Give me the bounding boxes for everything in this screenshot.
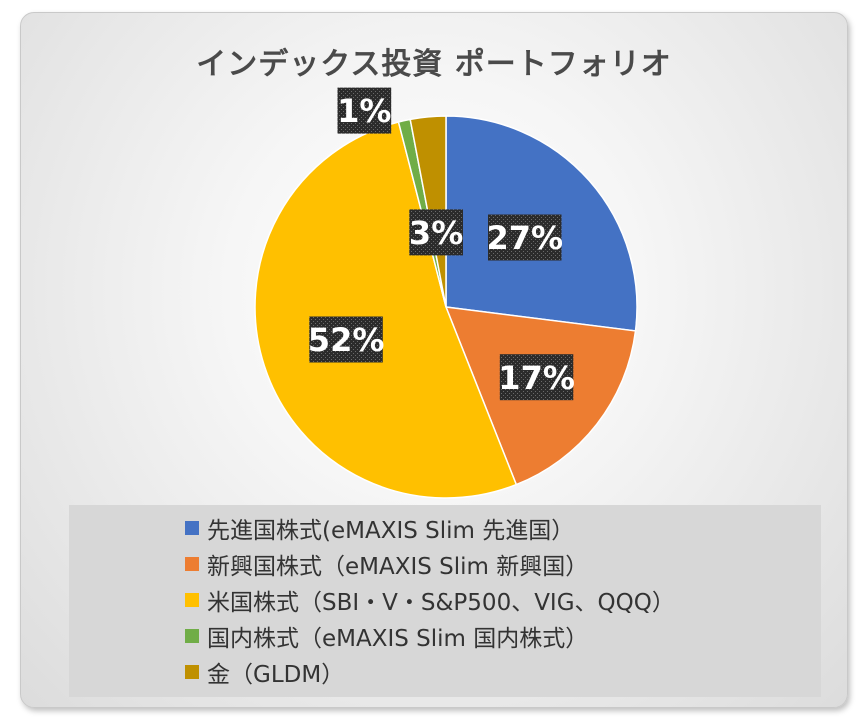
legend-item-us: 米国株式（SBI・V・S&P500、VIG、QQQ） xyxy=(185,585,675,616)
legend-swatch xyxy=(185,557,199,571)
data-label-text: 1% xyxy=(337,92,391,130)
label-domestic: 1% xyxy=(337,87,392,134)
data-label-background xyxy=(337,87,392,134)
data-label-text: 52% xyxy=(308,321,385,359)
legend-item-emerging: 新興国株式（eMAXIS Slim 新興国） xyxy=(185,549,589,580)
legend-label: 国内株式（eMAXIS Slim 国内株式） xyxy=(207,626,589,652)
chart-title: インデックス投資 ポートフォリオ xyxy=(196,47,672,82)
legend-label: 先進国株式(eMAXIS Slim 先進国） xyxy=(207,518,575,544)
data-label-text: 3% xyxy=(409,214,463,252)
data-label-background xyxy=(488,214,562,261)
legend-swatch xyxy=(185,665,199,679)
slice-us xyxy=(254,121,518,499)
legend-swatch xyxy=(185,593,199,607)
data-label-background xyxy=(499,354,574,401)
label-emerging: 17% xyxy=(498,354,575,401)
legend-swatch xyxy=(185,629,199,643)
legend-label: 新興国株式（eMAXIS Slim 新興国） xyxy=(207,554,589,580)
pie-data-labels: 27% 17% 52% 1% 3% xyxy=(308,87,575,401)
label-us: 52% xyxy=(308,316,385,363)
label-developed: 27% xyxy=(487,214,564,261)
legend-label: 金（GLDM） xyxy=(207,662,345,688)
legend-item-developed: 先進国株式(eMAXIS Slim 先進国） xyxy=(185,513,575,544)
data-label-background xyxy=(409,209,463,256)
legend-label: 米国株式（SBI・V・S&P500、VIG、QQQ） xyxy=(207,590,675,616)
data-label-text: 17% xyxy=(498,359,575,397)
pie-chart: 27% 17% 52% 1% 3% xyxy=(254,87,638,499)
legend-item-gold: 金（GLDM） xyxy=(185,657,345,688)
legend-item-domestic: 国内株式（eMAXIS Slim 国内株式） xyxy=(185,621,589,652)
data-label-text: 27% xyxy=(487,219,564,257)
legend-swatch xyxy=(185,521,199,535)
label-gold: 3% xyxy=(409,209,463,256)
legend: 先進国株式(eMAXIS Slim 先進国） 新興国株式（eMAXIS Slim… xyxy=(69,505,821,697)
chart-card: インデックス投資 ポートフォリオ 27% 17% 52% 1% 3% 先進国株式(eMA… xyxy=(20,12,848,708)
data-label-background xyxy=(309,316,383,363)
pie-slices xyxy=(254,115,638,499)
